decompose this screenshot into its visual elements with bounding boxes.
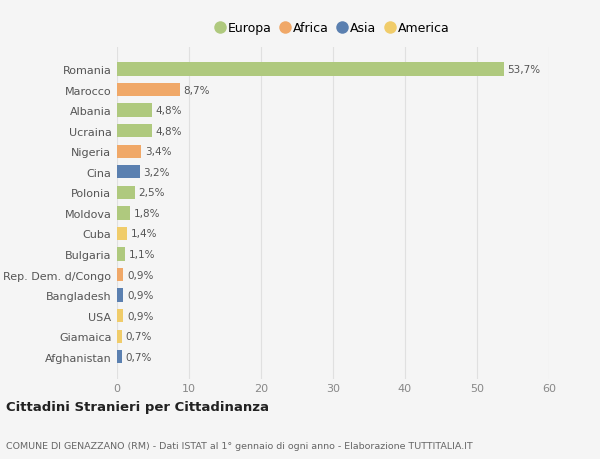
Bar <box>117 145 142 158</box>
Bar <box>117 350 122 364</box>
Bar <box>117 186 135 200</box>
Bar <box>117 309 124 323</box>
Bar <box>117 330 122 343</box>
Text: 1,1%: 1,1% <box>128 249 155 259</box>
Bar <box>117 269 124 282</box>
Text: 1,8%: 1,8% <box>134 208 160 218</box>
Text: 4,8%: 4,8% <box>155 106 182 116</box>
Text: COMUNE DI GENAZZANO (RM) - Dati ISTAT al 1° gennaio di ogni anno - Elaborazione : COMUNE DI GENAZZANO (RM) - Dati ISTAT al… <box>6 441 473 450</box>
Bar <box>117 207 130 220</box>
Text: 8,7%: 8,7% <box>183 85 210 95</box>
Bar <box>117 227 127 241</box>
Bar <box>117 166 140 179</box>
Text: 2,5%: 2,5% <box>139 188 165 198</box>
Bar <box>117 63 503 77</box>
Text: 0,7%: 0,7% <box>125 352 152 362</box>
Bar <box>117 248 125 261</box>
Text: 3,2%: 3,2% <box>143 168 170 178</box>
Bar <box>117 104 152 118</box>
Bar <box>117 84 179 97</box>
Text: 3,4%: 3,4% <box>145 147 172 157</box>
Text: 1,4%: 1,4% <box>131 229 157 239</box>
Text: 4,8%: 4,8% <box>155 126 182 136</box>
Legend: Europa, Africa, Asia, America: Europa, Africa, Asia, America <box>217 22 449 35</box>
Bar <box>117 289 124 302</box>
Text: 0,7%: 0,7% <box>125 331 152 341</box>
Bar <box>117 125 152 138</box>
Text: 0,9%: 0,9% <box>127 291 154 301</box>
Text: 0,9%: 0,9% <box>127 311 154 321</box>
Text: 53,7%: 53,7% <box>507 65 541 75</box>
Text: 0,9%: 0,9% <box>127 270 154 280</box>
Text: Cittadini Stranieri per Cittadinanza: Cittadini Stranieri per Cittadinanza <box>6 400 269 413</box>
